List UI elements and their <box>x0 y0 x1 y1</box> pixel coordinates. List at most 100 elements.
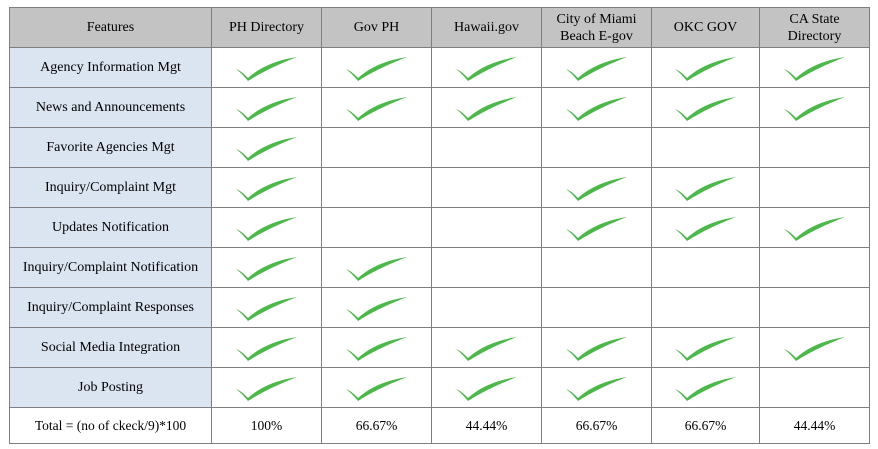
header-gov-ph: Gov PH <box>321 7 432 48</box>
checkmark-icon <box>565 176 627 201</box>
checkmark-icon <box>345 336 407 361</box>
checkmark-icon <box>674 376 736 401</box>
feature-cell <box>321 127 432 168</box>
checkmark-icon <box>235 216 297 241</box>
checkmark-icon <box>345 256 407 281</box>
feature-cell <box>651 47 760 88</box>
feature-cell <box>431 207 542 248</box>
feature-cell <box>541 127 652 168</box>
table-row: Job Posting <box>9 367 870 408</box>
feature-cell <box>759 127 870 168</box>
checkmark-icon <box>345 296 407 321</box>
checkmark-icon <box>565 96 627 121</box>
header-features: Features <box>9 7 212 48</box>
feature-cell <box>431 167 542 208</box>
checkmark-icon <box>674 96 736 121</box>
checkmark-icon <box>674 336 736 361</box>
table-row: Inquiry/Complaint Mgt <box>9 167 870 208</box>
checkmark-icon <box>674 56 736 81</box>
feature-cell <box>541 247 652 288</box>
feature-label: Job Posting <box>9 367 212 408</box>
feature-cell <box>541 327 652 368</box>
checkmark-icon <box>565 216 627 241</box>
total-value: 66.67% <box>541 407 652 444</box>
feature-cell <box>211 47 322 88</box>
total-value: 66.67% <box>651 407 760 444</box>
table-row: Favorite Agencies Mgt <box>9 127 870 168</box>
checkmark-icon <box>783 336 845 361</box>
feature-cell <box>759 207 870 248</box>
feature-label: Favorite Agencies Mgt <box>9 127 212 168</box>
table-row: Social Media Integration <box>9 327 870 368</box>
feature-cell <box>651 287 760 328</box>
feature-cell <box>211 207 322 248</box>
checkmark-icon <box>235 376 297 401</box>
feature-cell <box>211 367 322 408</box>
feature-cell <box>651 207 760 248</box>
total-value: 44.44% <box>759 407 870 444</box>
checkmark-icon <box>455 96 517 121</box>
feature-cell <box>321 247 432 288</box>
table-row: News and Announcements <box>9 87 870 128</box>
checkmark-icon <box>783 56 845 81</box>
checkmark-icon <box>565 336 627 361</box>
total-value: 100% <box>211 407 322 444</box>
header-city-of-miami-beach: City of Miami Beach E-gov <box>541 7 652 48</box>
header-okc-gov: OKC GOV <box>651 7 760 48</box>
feature-cell <box>321 167 432 208</box>
feature-cell <box>431 367 542 408</box>
checkmark-icon <box>455 336 517 361</box>
feature-cell <box>321 367 432 408</box>
checkmark-icon <box>783 216 845 241</box>
total-row: Total = (no of ckeck/9)*100 100% 66.67% 44.… <box>9 407 870 444</box>
feature-cell <box>431 247 542 288</box>
feature-comparison-table: Features PH Directory Gov PH Hawaii.gov … <box>9 7 870 444</box>
table-body: Agency Information Mgt News and Announcem… <box>9 47 870 444</box>
feature-cell <box>651 327 760 368</box>
feature-cell <box>431 47 542 88</box>
feature-cell <box>651 247 760 288</box>
feature-label: Social Media Integration <box>9 327 212 368</box>
feature-cell <box>321 287 432 328</box>
feature-cell <box>651 367 760 408</box>
feature-cell <box>321 207 432 248</box>
feature-cell <box>431 87 542 128</box>
checkmark-icon <box>674 216 736 241</box>
checkmark-icon <box>455 376 517 401</box>
feature-cell <box>321 47 432 88</box>
feature-cell <box>651 127 760 168</box>
feature-cell <box>759 247 870 288</box>
checkmark-icon <box>345 96 407 121</box>
feature-cell <box>541 87 652 128</box>
feature-cell <box>759 327 870 368</box>
total-value: 66.67% <box>321 407 432 444</box>
feature-label: Updates Notification <box>9 207 212 248</box>
feature-cell <box>759 367 870 408</box>
feature-cell <box>651 87 760 128</box>
checkmark-icon <box>345 56 407 81</box>
checkmark-icon <box>235 296 297 321</box>
checkmark-icon <box>565 56 627 81</box>
feature-cell <box>759 47 870 88</box>
feature-cell <box>541 207 652 248</box>
checkmark-icon <box>235 336 297 361</box>
feature-cell <box>651 167 760 208</box>
checkmark-icon <box>235 96 297 121</box>
feature-cell <box>211 127 322 168</box>
feature-cell <box>541 287 652 328</box>
feature-cell <box>759 287 870 328</box>
feature-cell <box>211 247 322 288</box>
checkmark-icon <box>235 256 297 281</box>
feature-cell <box>541 167 652 208</box>
checkmark-icon <box>783 96 845 121</box>
feature-cell <box>321 87 432 128</box>
checkmark-icon <box>235 56 297 81</box>
feature-cell <box>211 287 322 328</box>
checkmark-icon <box>455 56 517 81</box>
feature-label: Inquiry/Complaint Responses <box>9 287 212 328</box>
feature-label: Inquiry/Complaint Notification <box>9 247 212 288</box>
checkmark-icon <box>235 176 297 201</box>
feature-label: News and Announcements <box>9 87 212 128</box>
feature-cell <box>541 367 652 408</box>
feature-cell <box>211 87 322 128</box>
